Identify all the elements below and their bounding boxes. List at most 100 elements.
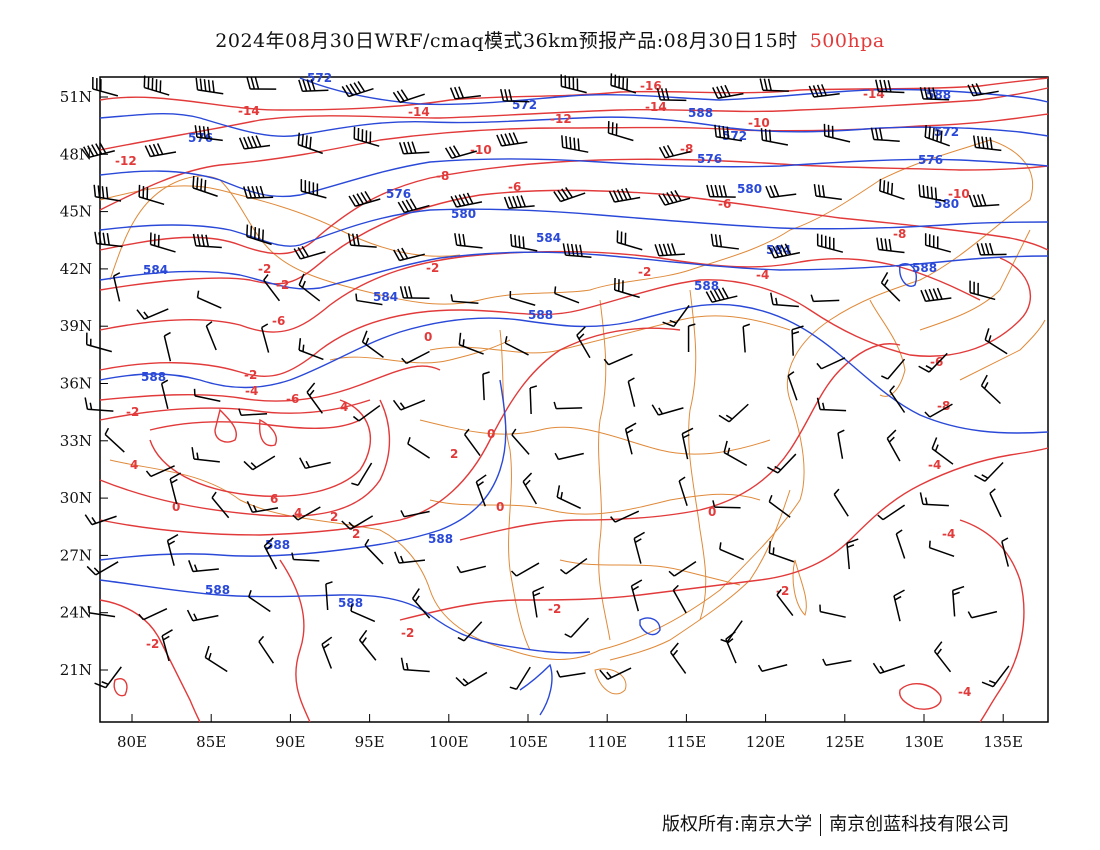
wind-barb-shaft — [895, 533, 906, 559]
wind-barb-shaft — [817, 244, 844, 253]
contour-red-19 — [214, 408, 237, 443]
wind-barb-feather — [462, 678, 469, 685]
wind-barb-feather — [1001, 537, 1009, 543]
wind-barb — [351, 462, 373, 486]
wind-barb — [668, 561, 697, 577]
wind-barb-shaft — [89, 612, 116, 618]
wind-barb-feather — [821, 185, 826, 198]
wind-barb-feather — [97, 185, 101, 198]
wind-barb-shaft — [777, 453, 797, 474]
wind-barb-shaft — [614, 196, 641, 203]
wind-barb-shaft — [144, 308, 169, 320]
wind-barb-shaft — [560, 192, 586, 203]
contour-blue-4 — [99, 208, 1049, 247]
wind-barb-feather — [983, 382, 989, 389]
wind-barb-feather — [632, 585, 640, 591]
wind-barb-feather — [625, 422, 637, 430]
wind-barb-feather — [98, 232, 102, 245]
wind-barb — [556, 485, 582, 510]
wind-barb-shaft — [879, 190, 905, 200]
wind-barb-feather — [603, 358, 610, 366]
wind-barb-shaft — [813, 299, 840, 303]
wind-barb-feather — [564, 633, 572, 638]
wind-barb-feather — [93, 184, 97, 197]
longitude-label: 110E — [587, 733, 627, 751]
wind-barb-feather — [759, 78, 764, 91]
wind-barb-feather — [742, 323, 751, 328]
wind-barb — [714, 124, 743, 142]
wind-barb — [767, 453, 797, 474]
wind-barb-feather — [981, 474, 989, 479]
wind-barb-feather — [511, 428, 517, 436]
wind-barb — [449, 86, 481, 100]
label-blue-25: 588 — [338, 596, 363, 610]
wind-barb-feather — [250, 225, 253, 238]
wind-barb — [810, 294, 840, 303]
wind-barb-shaft — [195, 244, 222, 249]
latitude-labels: 51N 48N 45N 42N 39N 36N 33N 30N 27N 24N 21N — [60, 88, 108, 679]
wind-barb-feather — [136, 309, 145, 320]
wind-barb-feather — [718, 185, 723, 198]
wind-barb-feather — [193, 613, 198, 621]
wind-barb-shaft — [670, 651, 687, 674]
wind-barb-feather — [458, 194, 466, 206]
wind-barb-shaft — [452, 300, 479, 305]
wind-barb — [725, 631, 737, 664]
wind-barb — [919, 492, 949, 507]
wind-barb-feather — [454, 233, 458, 246]
wind-barb-feather — [833, 488, 840, 495]
wind-barb-shaft — [672, 589, 687, 614]
wind-barb-feather — [522, 472, 533, 483]
wind-barb-shaft — [297, 506, 321, 521]
wind-barb-feather — [349, 83, 358, 95]
wind-barb-feather — [482, 371, 490, 375]
label-blue-21: 588 — [141, 370, 166, 384]
wind-barb-feather — [91, 144, 99, 156]
wind-barb-shaft — [104, 433, 125, 453]
wind-barb-feather — [193, 564, 198, 572]
wind-barb-feather — [936, 287, 943, 300]
wind-barb-feather — [250, 462, 257, 469]
wind-barb-feather — [932, 288, 939, 301]
wind-barb-shaft — [714, 506, 741, 509]
wind-barb-shaft — [260, 327, 270, 353]
wind-barb — [292, 506, 321, 521]
wind-barb-feather — [837, 429, 845, 434]
wind-barb-feather — [608, 190, 616, 203]
wind-barb-feather — [658, 146, 666, 159]
wind-barb — [260, 323, 270, 353]
wind-barb-feather — [924, 125, 927, 138]
wind-barb-feather — [407, 141, 413, 154]
wind-barb-shaft — [399, 253, 425, 262]
wind-barb-shaft — [464, 434, 481, 456]
wind-barb — [823, 123, 851, 143]
wind-barb-shaft — [633, 538, 642, 564]
wind-barb-feather — [449, 87, 456, 100]
wind-barb-feather — [161, 379, 169, 385]
japan-outline — [919, 229, 1046, 381]
wind-barb-shaft — [354, 138, 380, 147]
wind-barb — [989, 488, 1002, 518]
wind-barb-shaft — [951, 590, 956, 617]
wind-barb — [138, 184, 165, 206]
wind-barb — [564, 617, 590, 638]
wind-barb-feather — [975, 83, 982, 95]
wind-barb-feather — [884, 238, 888, 251]
wind-barb-shaft — [161, 635, 170, 662]
wind-barb — [627, 377, 636, 407]
wind-barb-feather — [532, 586, 545, 593]
wind-barb-feather — [400, 657, 405, 670]
wind-barb-feather — [392, 91, 401, 103]
wind-barb-feather — [204, 645, 210, 658]
wind-barb-feather — [847, 544, 855, 548]
wind-barb — [243, 455, 276, 471]
wind-barb-shaft — [624, 428, 633, 455]
wind-barb-feather — [890, 182, 894, 195]
wind-barb-feather — [102, 232, 106, 245]
wind-barb-shaft — [112, 275, 121, 302]
label-red-5: -14 — [863, 87, 885, 101]
wind-barb-feather — [665, 88, 670, 101]
wind-barb-shaft — [532, 591, 538, 618]
wind-barb-feather — [936, 648, 942, 656]
wind-barb-feather — [94, 682, 106, 689]
